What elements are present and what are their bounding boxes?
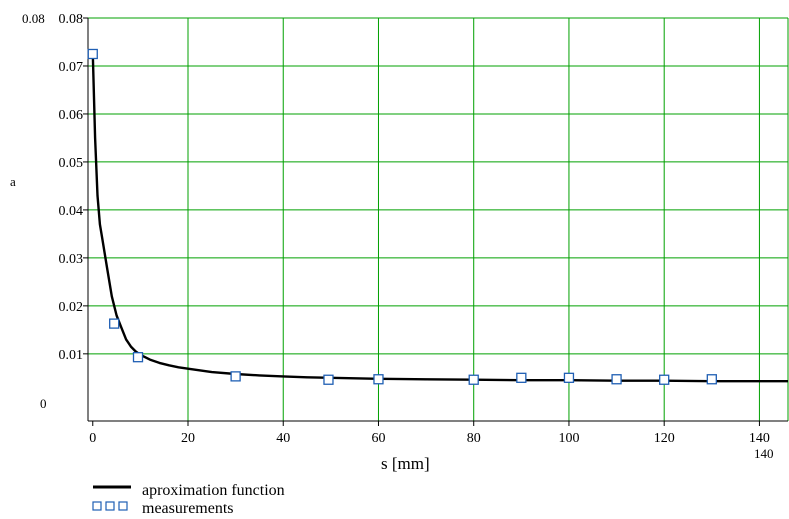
y-axis-label: a xyxy=(10,174,16,189)
measurement-point xyxy=(516,372,527,383)
y-tick-label: 0.08 xyxy=(59,12,84,27)
legend-square-marker xyxy=(92,501,102,511)
y-tick-label: 0.03 xyxy=(59,252,84,267)
x-tick-labels: 0 20 40 60 80 100 120 140 xyxy=(89,431,770,446)
measurement-point xyxy=(323,374,334,385)
measurement-point xyxy=(563,372,575,383)
legend: aproximation function measurements xyxy=(92,482,285,517)
y-tick-label: 0.04 xyxy=(59,204,84,219)
y-corner-max-label: 0.08 xyxy=(22,11,45,26)
series-layer xyxy=(87,48,788,385)
measurement-point xyxy=(109,318,120,329)
series-line-approximation xyxy=(91,53,788,383)
y-tick-label: 0.07 xyxy=(59,60,84,75)
plot-area xyxy=(88,18,788,421)
x-axis-label: s [mm] xyxy=(381,454,430,473)
legend-square-marker xyxy=(105,501,115,511)
x-tick-label: 100 xyxy=(558,431,579,446)
x-tick-label: 0 xyxy=(89,431,96,446)
x-corner-max-label: 140 xyxy=(754,446,774,461)
axes xyxy=(83,17,788,426)
x-tick-label: 40 xyxy=(276,431,290,446)
x-tick-label: 140 xyxy=(749,431,770,446)
x-tick-label: 60 xyxy=(371,431,385,446)
legend-marker-swatch xyxy=(92,501,128,511)
y-tick-label: 0.02 xyxy=(59,300,84,315)
x-tick-label: 80 xyxy=(467,431,481,446)
x-tick-label: 120 xyxy=(654,431,675,446)
y-tick-label: 0.05 xyxy=(59,156,84,171)
measurement-point xyxy=(611,374,622,385)
y-tick-label: 0.06 xyxy=(59,108,84,123)
y-tick-label: 0.01 xyxy=(59,348,84,363)
legend-label-approximation: aproximation function xyxy=(142,482,285,499)
grid xyxy=(88,17,789,421)
x-tick-label: 20 xyxy=(181,431,195,446)
measurement-point xyxy=(132,352,144,363)
measurement-point xyxy=(659,374,670,385)
legend-label-measurements: measurements xyxy=(142,500,234,517)
y-corner-min-label: 0 xyxy=(40,396,47,411)
legend-square-marker xyxy=(118,501,128,511)
y-tick-labels: 0.01 0.02 0.03 0.04 0.05 0.06 0.07 0.08 xyxy=(59,12,84,363)
measurement-point xyxy=(87,48,98,60)
measurement-point xyxy=(706,374,717,385)
measurement-point xyxy=(230,371,241,382)
measurement-point xyxy=(373,374,384,385)
measurement-point xyxy=(468,374,479,385)
